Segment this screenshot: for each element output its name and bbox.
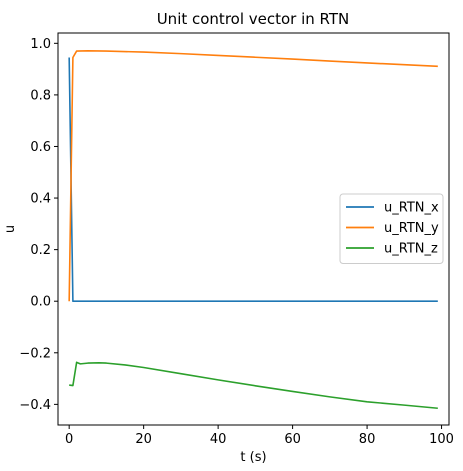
x-tick-label: 40: [210, 432, 227, 447]
series-line-u_RTN_y: [68, 49, 438, 302]
y-tick-label: 0.4: [30, 192, 51, 207]
y-tick-label: −0.2: [19, 346, 51, 361]
x-tick-label: 0: [65, 432, 73, 447]
y-tick-label: 0.8: [30, 88, 51, 103]
axis-ticks: 0 20 40 60 80 100 −0.4 −0.2 0.0 0.2 0.4 0.6 0.8 1.0: [19, 37, 454, 447]
series-line-u_RTN_x: [68, 57, 438, 303]
x-tick-label: 100: [429, 432, 454, 447]
y-axis-label: u: [3, 225, 18, 233]
y-tick-label: 0.0: [30, 295, 51, 310]
x-tick-label: 20: [135, 432, 152, 447]
legend-entry-u_RTN_x: u_RTN_x: [384, 201, 439, 216]
plot-area: [68, 49, 438, 410]
x-tick-label: 60: [284, 432, 301, 447]
y-tick-label: 0.2: [30, 243, 51, 258]
legend-entry-u_RTN_y: u_RTN_y: [384, 221, 439, 236]
y-tick-label: 0.6: [30, 140, 51, 155]
y-tick-label: −0.4: [19, 398, 51, 413]
plot-frame: [57, 32, 450, 426]
legend-box: [339, 193, 444, 264]
series-line-u_RTN_z: [69, 361, 438, 410]
x-axis-label: t (s): [240, 450, 266, 465]
legend-entry-u_RTN_z: u_RTN_z: [384, 242, 438, 257]
chart-title: Unit control vector in RTN: [157, 10, 350, 28]
y-tick-label: 1.0: [30, 37, 51, 52]
x-tick-label: 80: [359, 432, 376, 447]
legend: u_RTN_x u_RTN_y u_RTN_z: [339, 193, 444, 264]
